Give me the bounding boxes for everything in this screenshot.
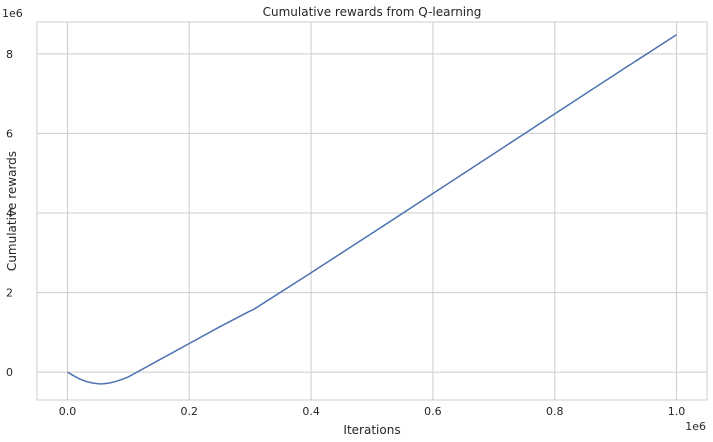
x-tick-label: 1.0: [668, 405, 686, 418]
x-tick-label: 0.0: [59, 405, 77, 418]
x-axis-offset-label: 1e6: [685, 420, 706, 433]
y-axis-offset-label: 1e6: [2, 7, 23, 20]
series-layer: [67, 34, 677, 385]
x-tick-label: 0.4: [302, 405, 320, 418]
y-tick-labels: 0 2 4 6 8: [6, 48, 13, 379]
x-tick-label: 0.6: [424, 405, 442, 418]
y-tick-label: 2: [6, 287, 13, 300]
series-line: [67, 34, 677, 385]
y-tick-label: 4: [6, 207, 13, 220]
plot-frame: [36, 21, 708, 401]
chart-title: Cumulative rewards from Q-learning: [263, 5, 482, 19]
y-axis-label: Cumulative rewards: [5, 151, 19, 271]
y-tick-label: 6: [6, 127, 13, 140]
y-tick-label: 8: [6, 48, 13, 61]
x-tick-label: 0.2: [181, 405, 199, 418]
x-tick-labels: 0.0 0.2 0.4 0.6 0.8 1.0: [59, 405, 686, 418]
grid: [37, 22, 707, 400]
x-tick-label: 0.8: [546, 405, 564, 418]
x-axis-label: Iterations: [343, 423, 400, 437]
y-tick-label: 0: [6, 366, 13, 379]
